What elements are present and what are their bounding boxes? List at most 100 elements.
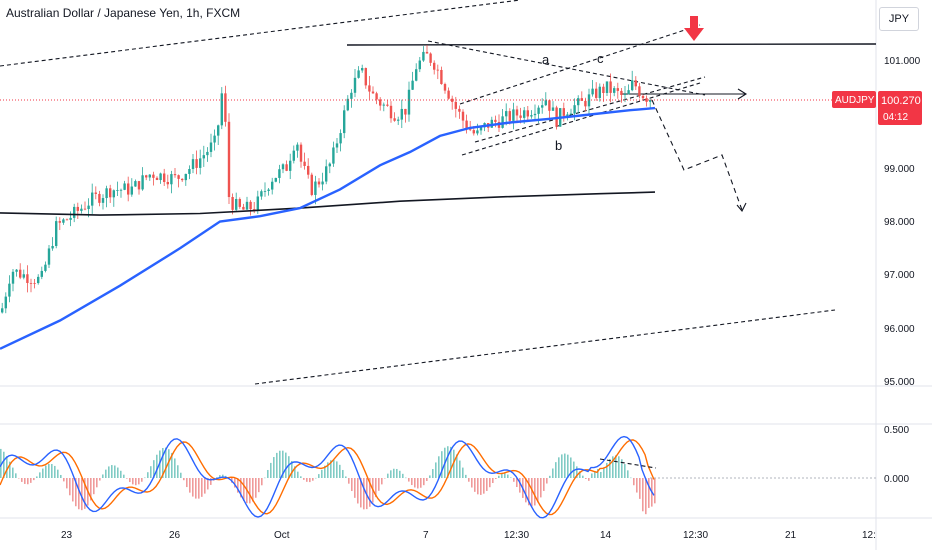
lower-channel-line[interactable] xyxy=(254,309,836,385)
resistance-line[interactable] xyxy=(346,43,877,46)
macd-histogram-bar xyxy=(315,477,317,479)
macd-histogram-bar xyxy=(441,451,443,478)
macd-histogram-bar xyxy=(528,478,530,506)
macd-histogram-bar xyxy=(120,470,122,478)
candle-body xyxy=(389,105,393,119)
time-tick: Oct xyxy=(274,530,290,541)
macd-histogram-bar xyxy=(393,468,395,478)
macd-histogram-bar xyxy=(60,474,62,478)
candle-body xyxy=(533,113,537,116)
macd-histogram-bar xyxy=(240,478,242,498)
macd-histogram-bar xyxy=(483,478,485,494)
price-tick: 96.000 xyxy=(884,324,915,335)
macd-histogram-bar xyxy=(90,478,92,501)
macd-histogram-bar xyxy=(471,478,473,488)
macd-histogram-bar xyxy=(474,478,476,492)
candle-body xyxy=(433,62,436,70)
candle-body xyxy=(256,196,259,211)
macd-histogram-bar xyxy=(273,457,275,478)
macd-histogram-bar xyxy=(66,478,68,489)
candle-body xyxy=(281,164,285,170)
macd-histogram-bar xyxy=(186,478,188,488)
candle-body xyxy=(407,89,411,115)
macd-histogram-bar xyxy=(99,478,101,481)
upper-channel-line[interactable] xyxy=(0,0,521,67)
candle-body xyxy=(80,208,83,211)
candle-body xyxy=(47,248,51,265)
wave-label-c: c xyxy=(597,51,604,66)
macd-histogram-bar xyxy=(192,478,194,497)
price-badge: AUDJPY 100.270 04:12 xyxy=(832,91,922,125)
candle-body xyxy=(152,174,155,178)
macd-histogram-bar xyxy=(327,462,329,478)
macd-histogram-bar xyxy=(180,472,182,478)
candle-body xyxy=(343,110,346,134)
candle-body xyxy=(494,119,497,122)
macd-histogram-bar xyxy=(570,457,572,478)
candle-body xyxy=(501,116,504,128)
macd-histogram-bar xyxy=(477,478,479,495)
macd-histogram-bar xyxy=(174,458,176,478)
candle-body xyxy=(397,119,400,121)
macd-histogram-bar xyxy=(558,457,560,478)
macd-histogram-bar xyxy=(576,466,578,478)
macd-histogram-bar xyxy=(30,478,32,483)
candle-body xyxy=(400,108,403,120)
candle-body xyxy=(562,108,565,116)
wedge-top-line[interactable] xyxy=(427,40,706,96)
macd-histogram-bar xyxy=(498,475,500,478)
time-tick: 12: xyxy=(862,530,876,541)
macd-histogram-bar xyxy=(168,449,170,478)
candle-body xyxy=(58,221,61,223)
macd-histogram-bar xyxy=(45,465,47,478)
macd-histogram-bar xyxy=(204,478,206,494)
macd-histogram-bar xyxy=(42,468,44,478)
candle-body xyxy=(303,161,306,166)
candle-body xyxy=(155,177,159,181)
price-tick: 99.000 xyxy=(884,164,915,175)
macd-histogram-bar xyxy=(405,477,407,479)
candle-body xyxy=(220,93,223,126)
macd-histogram-bar xyxy=(357,478,359,504)
time-tick: 21 xyxy=(785,530,797,541)
macd-histogram-bar xyxy=(486,478,488,491)
candle-body xyxy=(634,80,637,87)
candle-body xyxy=(472,130,475,134)
macd-histogram-bar xyxy=(216,477,218,478)
candle-body xyxy=(184,173,187,181)
candle-body xyxy=(278,169,281,178)
macd-histogram-bar xyxy=(237,478,239,493)
candle-body xyxy=(19,269,22,278)
macd-histogram-bar xyxy=(378,478,380,491)
candle-body xyxy=(33,282,36,284)
time-axis[interactable]: 23 26 Oct 7 12:30 14 12:30 21 12: xyxy=(61,530,876,541)
currency-button[interactable]: JPY xyxy=(879,7,919,31)
trendlines[interactable] xyxy=(0,0,877,385)
wedge-mid-line[interactable] xyxy=(474,76,706,143)
candle-body xyxy=(544,100,547,106)
macd-histogram-bar xyxy=(243,478,245,502)
macd-histogram-bar xyxy=(465,474,467,478)
time-tick: 26 xyxy=(169,530,181,541)
channel-up-line[interactable] xyxy=(459,24,701,105)
macd-histogram-bar xyxy=(417,478,419,489)
macd-histogram-bar xyxy=(633,478,635,486)
candle-body xyxy=(591,88,594,95)
candle-body xyxy=(584,100,587,107)
candle-body xyxy=(87,205,90,210)
projection-path[interactable] xyxy=(651,99,743,211)
price-axis[interactable]: 101.000 99.000 98.000 97.000 96.000 95.0… xyxy=(884,56,921,388)
macd-histogram-bar xyxy=(513,478,515,482)
macd-histogram-bar xyxy=(354,478,356,498)
macd-histogram-bar xyxy=(423,478,425,486)
candle-body xyxy=(613,88,616,93)
macd-histogram-bar xyxy=(543,478,545,491)
candle-body xyxy=(479,127,483,131)
candle-body xyxy=(253,209,256,211)
macd-histogram-bar xyxy=(606,462,608,478)
candle-body xyxy=(451,98,454,102)
candle-body xyxy=(512,109,515,121)
candle-body xyxy=(314,181,317,195)
candle-body xyxy=(353,77,357,93)
